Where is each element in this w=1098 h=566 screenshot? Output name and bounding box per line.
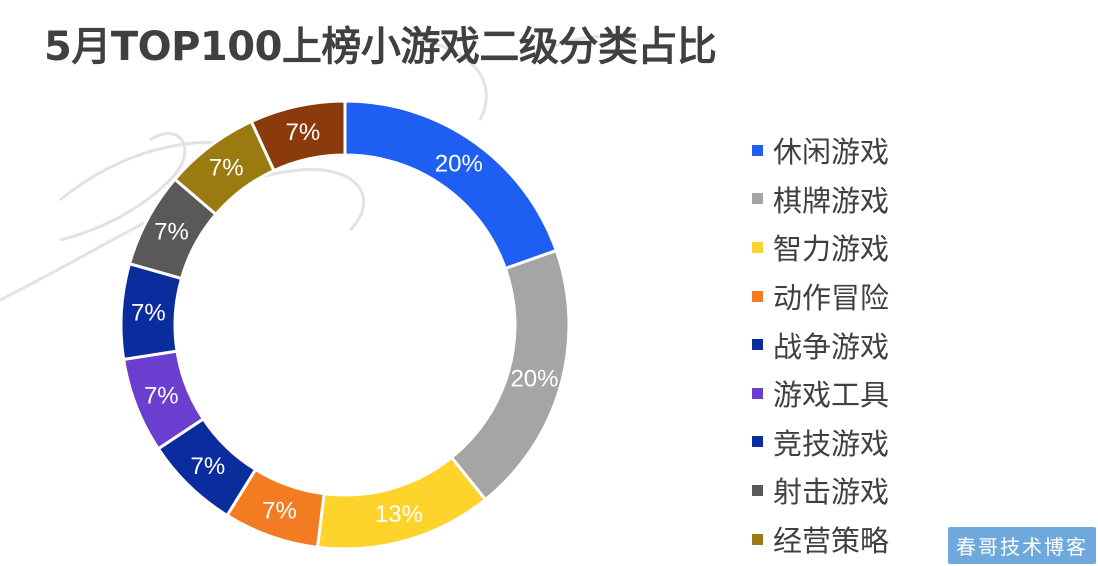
legend-item: 游戏工具 [752, 369, 889, 418]
legend-label: 棋牌游戏 [773, 183, 890, 218]
legend-label: 经营策略 [773, 524, 890, 559]
slice-data-label: 7% [209, 154, 244, 181]
legend-label: 竞技游戏 [773, 426, 890, 461]
slice-data-label: 20% [435, 151, 483, 178]
donut-slice [343, 99, 559, 271]
legend-item: 竞技游戏 [752, 418, 889, 467]
legend-item: 棋牌游戏 [752, 175, 889, 224]
legend-item: 射击游戏 [752, 466, 889, 515]
legend-swatch [752, 193, 763, 205]
legend-label: 射击游戏 [773, 475, 890, 510]
legend-swatch [752, 387, 763, 399]
legend-item: 经营策略 [752, 515, 889, 564]
legend-item: 智力游戏 [752, 223, 889, 272]
legend-item: 休闲游戏 [752, 126, 889, 175]
legend-swatch [752, 290, 763, 302]
legend-swatch [752, 339, 763, 351]
legend-label: 动作冒险 [773, 281, 890, 316]
legend-label: 游戏工具 [773, 378, 890, 413]
legend-swatch [752, 144, 763, 156]
legend-swatch [752, 484, 763, 496]
legend-item: 动作冒险 [752, 272, 889, 321]
donut-slice [249, 99, 347, 173]
slice-data-label: 20% [510, 365, 558, 392]
legend-item: 战争游戏 [752, 320, 889, 369]
slice-data-label: 7% [286, 119, 321, 146]
slice-data-label: 7% [144, 383, 179, 410]
chart-title: 5月TOP100上榜小游戏二级分类占比 [44, 24, 717, 70]
legend-label: 战争游戏 [773, 329, 890, 364]
slice-data-label: 7% [262, 497, 297, 524]
legend-swatch [752, 533, 763, 545]
legend-swatch [752, 436, 763, 448]
legend-label: 休闲游戏 [773, 135, 890, 170]
slice-data-label: 13% [375, 501, 423, 528]
slice-data-label: 7% [154, 218, 189, 245]
slice-data-label: 7% [131, 299, 166, 326]
chart-legend: 休闲游戏棋牌游戏智力游戏动作冒险战争游戏游戏工具竞技游戏射击游戏经营策略 [752, 126, 889, 563]
blog-watermark-stamp: 春哥技术博客 [948, 527, 1096, 564]
donut-chart: 20% 20% 13% 7% 7% 7% 7% 7% 7% 7% [119, 99, 571, 551]
legend-label: 智力游戏 [773, 232, 890, 267]
legend-swatch [752, 241, 763, 253]
slice-data-label: 7% [191, 453, 226, 480]
